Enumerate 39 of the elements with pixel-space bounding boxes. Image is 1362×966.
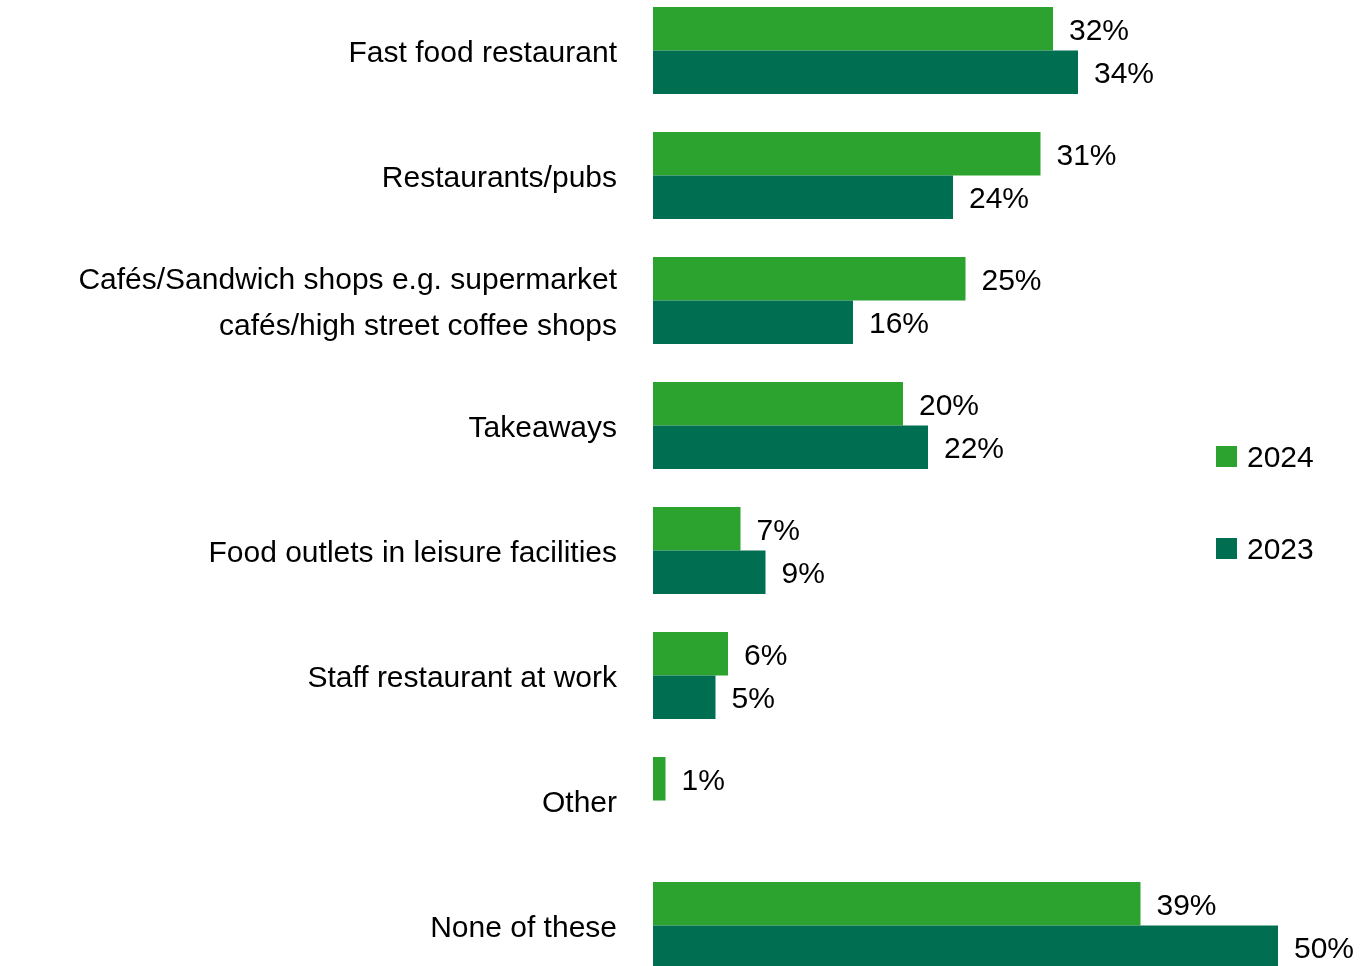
data-label: 31% bbox=[1056, 137, 1117, 171]
bar bbox=[653, 257, 966, 301]
bar bbox=[653, 757, 666, 801]
bar bbox=[653, 882, 1141, 926]
bar bbox=[653, 50, 1078, 94]
bar bbox=[653, 175, 953, 219]
data-label: 5% bbox=[731, 681, 775, 715]
y-tick-label: Food outlets in leisure facilities bbox=[208, 534, 617, 568]
data-label: 20% bbox=[919, 387, 980, 421]
y-tick-label: Fast food restaurant bbox=[348, 34, 618, 68]
y-tick-label: Takeaways bbox=[468, 409, 617, 443]
bar bbox=[653, 632, 728, 676]
data-label: 1% bbox=[681, 762, 725, 796]
legend-label: 2023 bbox=[1247, 532, 1314, 565]
data-label: 6% bbox=[744, 637, 788, 671]
bar bbox=[653, 507, 741, 551]
bar bbox=[653, 300, 853, 344]
y-tick-label: Other bbox=[541, 784, 618, 818]
bar bbox=[653, 425, 928, 469]
y-tick-label: Staff restaurant at work bbox=[307, 659, 618, 693]
data-label: 24% bbox=[969, 181, 1030, 215]
data-label: 34% bbox=[1094, 56, 1155, 90]
bar bbox=[653, 132, 1041, 176]
y-tick-label: None of these bbox=[430, 909, 617, 943]
bar bbox=[653, 675, 716, 719]
data-label: 50% bbox=[1294, 931, 1355, 965]
bar bbox=[653, 550, 766, 594]
bar bbox=[653, 382, 903, 426]
data-label: 16% bbox=[869, 306, 930, 340]
bar bbox=[653, 7, 1053, 51]
legend-label: 2024 bbox=[1247, 440, 1314, 473]
data-label: 39% bbox=[1156, 887, 1217, 921]
data-label: 7% bbox=[756, 512, 800, 546]
data-label: 25% bbox=[981, 262, 1042, 296]
y-tick-label: Cafés/Sandwich shops e.g. supermarket cafés/high street coffee shops bbox=[78, 261, 618, 341]
y-tick-label: Restaurants/pubs bbox=[381, 159, 617, 193]
data-label: 9% bbox=[781, 556, 825, 590]
data-label: 22% bbox=[944, 431, 1005, 465]
data-label: 32% bbox=[1069, 12, 1130, 46]
